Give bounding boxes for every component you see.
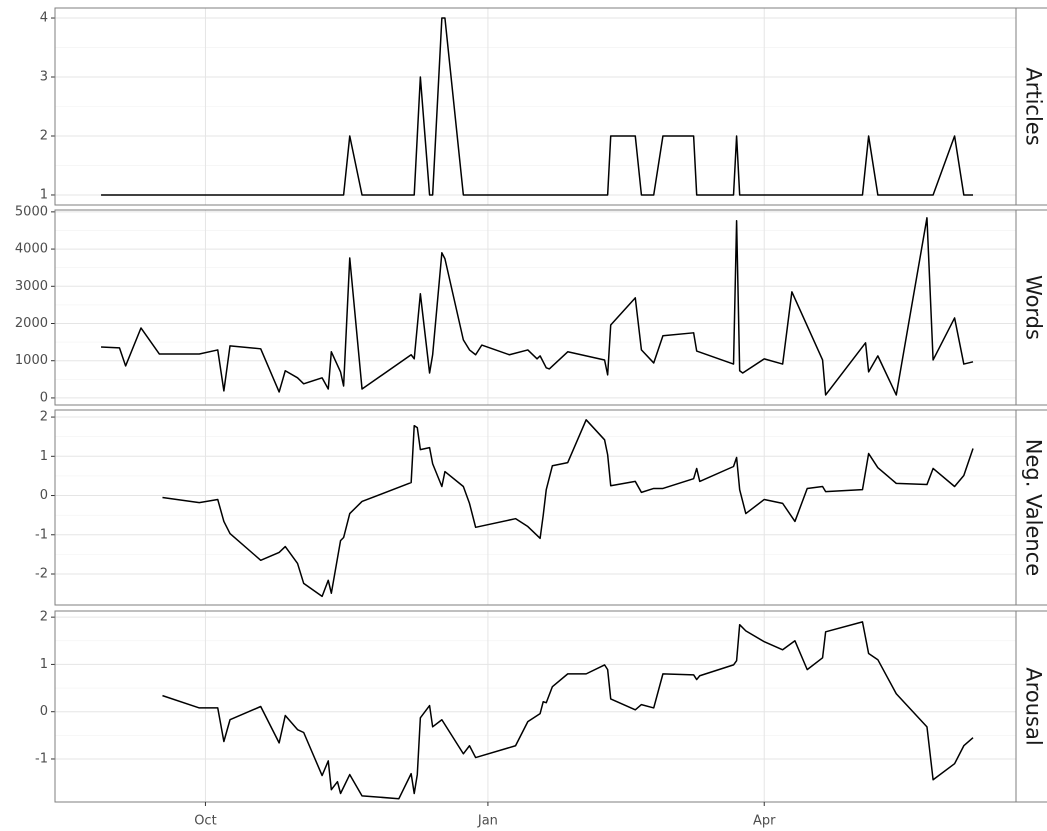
y-tick-label: 0 <box>40 488 48 503</box>
strip-background <box>1015 209 1047 406</box>
y-tick-label: 3000 <box>15 279 48 294</box>
y-tick-label: 2 <box>40 128 48 143</box>
data-line <box>101 17 974 196</box>
strip-background <box>1015 7 1047 206</box>
strip-label: Words <box>1022 275 1046 340</box>
data-line <box>101 217 974 396</box>
x-tick-label: Oct <box>194 814 216 829</box>
data-line <box>162 419 974 598</box>
y-tick-label: 1 <box>40 657 48 672</box>
y-tick-label: 0 <box>40 704 48 719</box>
y-tick-label: 2 <box>40 610 48 625</box>
strip-label: Arousal <box>1022 667 1046 745</box>
y-tick-label: 4 <box>40 11 48 26</box>
strip-label: Neg. Valence <box>1022 439 1046 576</box>
y-tick-label: 2000 <box>15 316 48 331</box>
y-tick-label: 2 <box>40 410 48 425</box>
y-tick-label: -2 <box>35 567 48 582</box>
y-tick-label: 3 <box>40 70 48 85</box>
panel-background <box>55 210 1016 405</box>
strip-label: Articles <box>1022 67 1046 145</box>
strip-background <box>1015 409 1047 606</box>
y-tick-label: -1 <box>35 751 48 766</box>
panel-background <box>55 410 1016 605</box>
data-line <box>162 621 974 800</box>
y-tick-label: 0 <box>40 390 48 405</box>
y-tick-label: 1 <box>40 187 48 202</box>
y-tick-label: 5000 <box>15 204 48 219</box>
y-tick-label: 4000 <box>15 242 48 257</box>
x-tick-label: Jan <box>477 814 498 829</box>
panel-background <box>55 611 1016 802</box>
x-tick-label: Apr <box>753 814 776 829</box>
y-tick-label: 1000 <box>15 353 48 368</box>
y-tick-label: -1 <box>35 527 48 542</box>
strip-background <box>1015 610 1047 803</box>
y-tick-label: 1 <box>40 449 48 464</box>
